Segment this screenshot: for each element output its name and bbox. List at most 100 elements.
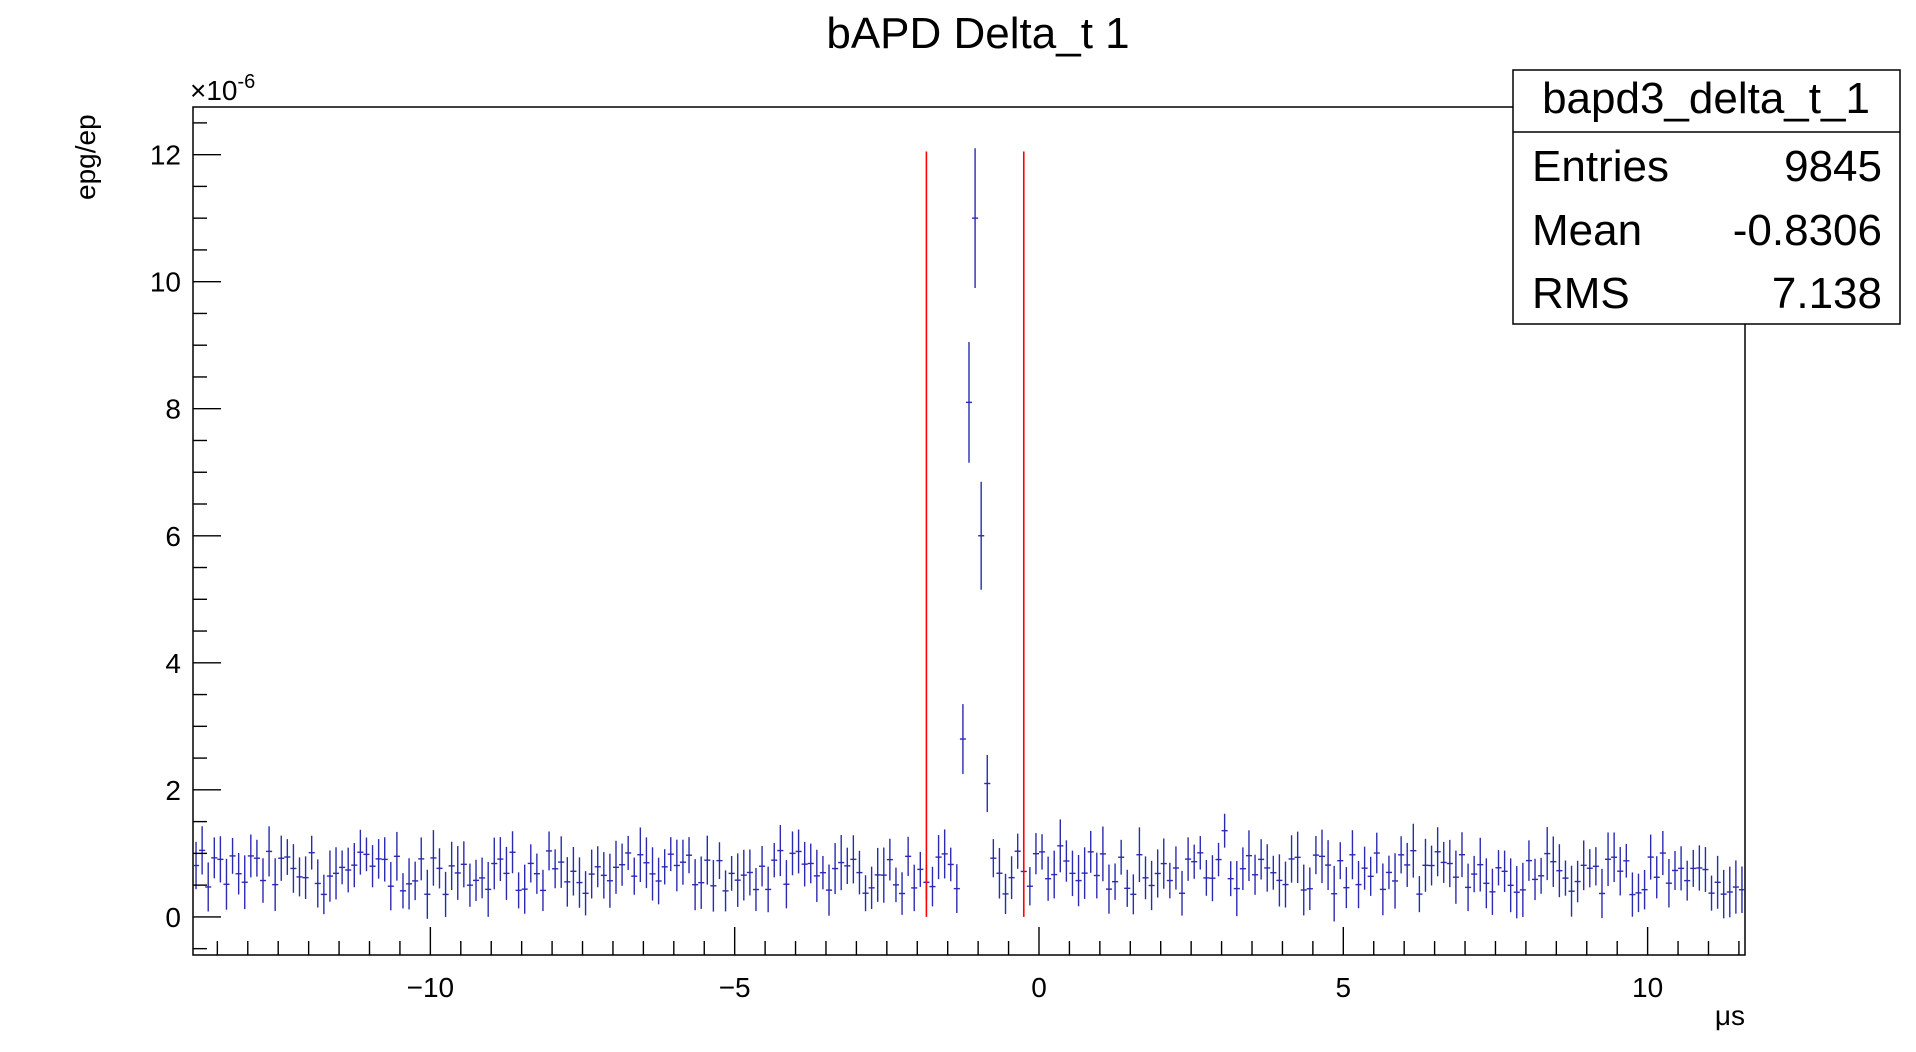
data-point: [1489, 868, 1496, 915]
data-point: [1611, 832, 1618, 883]
data-point: [1349, 830, 1356, 880]
data-point: [698, 856, 705, 909]
data-point: [253, 839, 260, 877]
data-point: [1501, 850, 1508, 893]
data-point: [1379, 863, 1386, 916]
data-point: [929, 866, 936, 907]
data-point: [740, 849, 747, 901]
data-point: [619, 843, 626, 886]
data-point: [1361, 846, 1368, 890]
data-point: [1099, 826, 1106, 882]
data-point: [381, 837, 388, 882]
data-point: [1641, 869, 1648, 910]
data-point: [631, 857, 638, 895]
stats-box: bapd3_delta_t_1 Entries 9845 Mean -0.830…: [1512, 69, 1901, 325]
data-point: [497, 837, 504, 882]
data-point: [862, 875, 869, 912]
data-point: [503, 846, 510, 900]
data-point: [272, 858, 279, 912]
data-point: [1105, 864, 1113, 914]
data-point: [1166, 862, 1173, 899]
data-point: [838, 834, 845, 891]
data-point: [1227, 861, 1234, 897]
data-point: [1647, 834, 1654, 880]
data-point: [783, 860, 790, 909]
data-point: [637, 827, 644, 883]
data-point: [850, 835, 857, 884]
data-point: [1714, 855, 1721, 909]
data-point: [899, 872, 906, 915]
data-point: [1252, 854, 1259, 895]
data-point: [1172, 846, 1179, 890]
data-point: [387, 862, 394, 911]
data-point: [1678, 846, 1685, 891]
data-point: [600, 852, 607, 899]
data-point: [1203, 860, 1210, 896]
data-point: [320, 874, 327, 915]
data-point: [326, 850, 333, 902]
data-point: [1221, 813, 1228, 848]
data-point: [1191, 844, 1198, 879]
data-point: [1653, 856, 1660, 899]
data-point: [1367, 856, 1374, 896]
data-point: [241, 855, 248, 910]
data-point: [1690, 849, 1697, 887]
cut-lines-layer: [925, 151, 1025, 917]
data-point: [807, 843, 814, 884]
data-point: [612, 840, 620, 894]
data-point: [990, 839, 997, 878]
data-point: [1738, 866, 1745, 913]
data-point: [813, 849, 820, 903]
data-point: [442, 871, 449, 917]
data-point: [1519, 862, 1526, 917]
data-point: [935, 835, 942, 880]
data-point: [1331, 865, 1338, 922]
data-point: [905, 836, 912, 876]
data-point: [472, 859, 480, 902]
stats-mean-label: Mean: [1532, 206, 1642, 255]
data-point: [1416, 876, 1423, 913]
data-point: [308, 835, 315, 870]
data-point: [1471, 855, 1478, 893]
data-point: [1130, 874, 1137, 915]
data-point: [625, 835, 632, 871]
data-point: [941, 829, 948, 879]
stats-box-frame: [1512, 69, 1901, 325]
data-point: [1373, 832, 1380, 874]
data-point: [205, 862, 212, 912]
data-point: [485, 861, 492, 917]
y-multiplier-base: ×10: [190, 75, 238, 106]
data-point: [1148, 860, 1155, 911]
data-point: [1343, 867, 1350, 909]
data-point: [1665, 858, 1672, 908]
data-point: [1258, 839, 1265, 880]
data-point: [1288, 835, 1295, 883]
data-point: [1671, 850, 1679, 890]
data-point: [1008, 856, 1015, 900]
data-point: [1398, 836, 1405, 874]
data-point: [1233, 861, 1240, 917]
data-point: [259, 858, 267, 903]
data-point: [1294, 831, 1301, 884]
data-point: [911, 864, 918, 912]
data-point: [643, 837, 650, 889]
data-point: [1404, 842, 1411, 887]
data-point: [716, 842, 723, 880]
data-point: [1605, 832, 1612, 887]
data-point: [1720, 869, 1727, 919]
data-point: [765, 866, 772, 913]
data-point: [588, 849, 595, 899]
data-point: [266, 826, 273, 877]
data-point: [1684, 860, 1691, 901]
data-point: [1452, 850, 1459, 904]
data-point: [1385, 855, 1392, 890]
data-point: [759, 845, 766, 887]
data-point: [1032, 833, 1039, 875]
x-tick-label: −10: [407, 972, 455, 1003]
data-point: [515, 872, 522, 909]
data-point: [1598, 868, 1606, 919]
data-point: [655, 857, 662, 905]
data-point: [1629, 872, 1636, 917]
data-point: [1617, 846, 1624, 896]
data-point: [521, 864, 528, 914]
